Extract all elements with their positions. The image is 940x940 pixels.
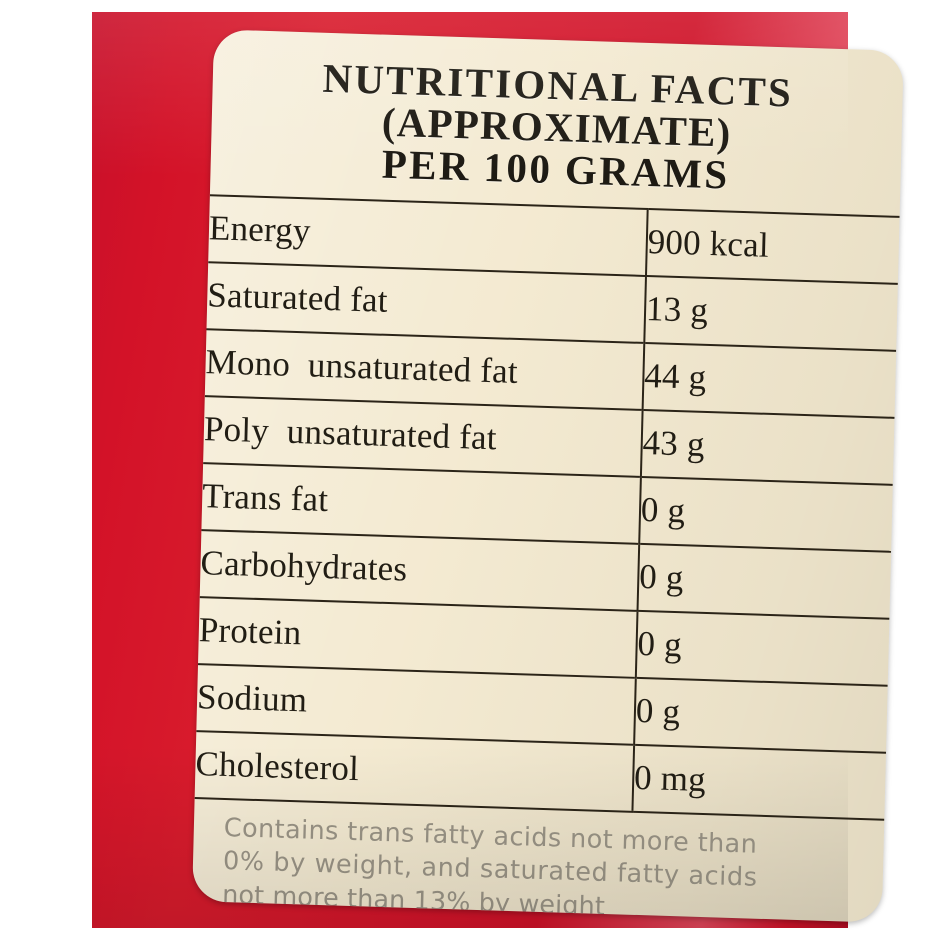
nutrition-facts-table: Energy 900 kcal Saturated fat 13 g Mono … — [194, 194, 900, 820]
nutrient-value: 0 g — [635, 610, 890, 686]
package-red-panel: NUTRITIONAL FACTS (APPROXIMATE) PER 100 … — [92, 12, 904, 928]
nutrient-value: 0 g — [634, 677, 888, 753]
nutrient-name: Cholesterol — [194, 730, 635, 812]
nutrient-value: 13 g — [644, 275, 898, 351]
nutrient-value: 43 g — [640, 409, 895, 485]
nutrient-value: 900 kcal — [645, 208, 900, 284]
nutrient-value: 0 mg — [632, 744, 887, 820]
nutrient-value: 44 g — [642, 342, 897, 418]
nutrition-table-body: Energy 900 kcal Saturated fat 13 g Mono … — [194, 194, 900, 820]
nutrient-value: 0 g — [639, 476, 893, 552]
label-footnote: Contains trans fatty acids not more than… — [192, 811, 884, 923]
nutrition-label-card: NUTRITIONAL FACTS (APPROXIMATE) PER 100 … — [192, 29, 904, 923]
label-title-block: NUTRITIONAL FACTS (APPROXIMATE) PER 100 … — [210, 29, 904, 209]
nutrient-value: 0 g — [637, 543, 892, 619]
